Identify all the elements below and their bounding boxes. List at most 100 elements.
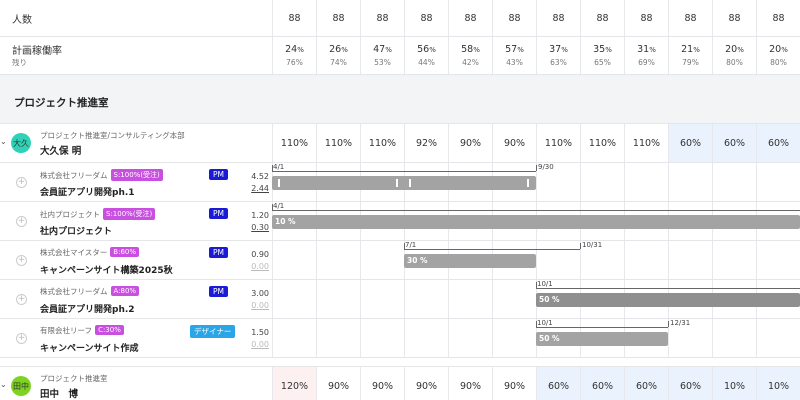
month-cell: 60% bbox=[668, 367, 712, 400]
month-cell bbox=[756, 241, 800, 280]
month-cell: 110% bbox=[316, 124, 360, 162]
month-cell: 88 bbox=[492, 0, 536, 36]
start-date-label: 4/1 bbox=[273, 163, 285, 171]
add-icon[interactable]: + bbox=[16, 216, 27, 227]
add-icon[interactable]: + bbox=[16, 255, 27, 266]
project-row[interactable]: + 株式会社フリーダム S:100%(受注) 会員証アプリ開発ph.1 PM 4.52 2.… bbox=[0, 163, 800, 202]
month-cell bbox=[404, 280, 448, 319]
end-tick bbox=[580, 243, 581, 249]
actual-effort[interactable]: 0.00 bbox=[251, 262, 269, 271]
person-row-tanaka[interactable]: ⌄ 田中 プロジェクト推進室 田中 博 120% 90% 90% 90% 90% 90% 6… bbox=[0, 367, 800, 400]
month-cell: 60% bbox=[624, 367, 668, 400]
gantt-bar[interactable]: 50 % bbox=[536, 293, 800, 307]
probability-badge: C:30% bbox=[95, 325, 124, 335]
month-cell bbox=[316, 319, 360, 358]
actual-effort[interactable]: 0.00 bbox=[251, 301, 269, 310]
project-row[interactable]: + 株式会社マイスター B:60% キャンペーンサイト構築2025秋 PM 0.90 0.0… bbox=[0, 241, 800, 280]
remaining-value: 79% bbox=[682, 57, 699, 67]
bar-label: 50 % bbox=[539, 295, 560, 304]
month-cell: 57% 43% bbox=[492, 36, 536, 74]
month-cell: 10% bbox=[756, 367, 800, 400]
collapse-chevron-icon[interactable]: ⌄ bbox=[0, 380, 7, 389]
gantt-bar[interactable]: 10 % bbox=[272, 215, 800, 229]
plan-rate-row: 計画稼働率 残り 24% 76% 26% 74% 47% 53% 56% 44% 58% 42% 5… bbox=[0, 36, 800, 74]
role-badge: PM bbox=[209, 169, 228, 180]
remaining-value: 44% bbox=[418, 57, 435, 67]
person-dept: プロジェクト推進室/コンサルティング本部 bbox=[40, 131, 185, 140]
plan-rate-label: 計画稼働率 bbox=[12, 46, 62, 57]
plan-rate-value: 57% bbox=[505, 43, 524, 55]
drag-handle-icon[interactable] bbox=[527, 179, 529, 187]
start-tick bbox=[272, 165, 273, 171]
month-cell: 56% 44% bbox=[404, 36, 448, 74]
month-cell bbox=[668, 163, 712, 202]
remaining-value: 63% bbox=[550, 57, 567, 67]
remaining-label: 残り bbox=[12, 58, 27, 67]
drag-handle-icon[interactable] bbox=[396, 179, 398, 187]
project-row[interactable]: + 株式会社フリーダム A:80% 会員証アプリ開発ph.2 PM 3.00 0.00 10/… bbox=[0, 280, 800, 319]
actual-effort[interactable]: 0.30 bbox=[251, 223, 269, 232]
month-cell bbox=[492, 319, 536, 358]
month-cell: 20% 80% bbox=[756, 36, 800, 74]
add-icon[interactable]: + bbox=[16, 177, 27, 188]
drag-handle-icon[interactable] bbox=[278, 179, 280, 187]
actual-effort[interactable]: 2.44 bbox=[251, 184, 269, 193]
month-cell: 88 bbox=[580, 0, 624, 36]
month-cell: 20% 80% bbox=[712, 36, 756, 74]
gantt-bar[interactable] bbox=[272, 176, 536, 190]
month-cell: 90% bbox=[448, 124, 492, 162]
month-cell: 88 bbox=[272, 0, 316, 36]
probability-badge: A:80% bbox=[110, 286, 140, 296]
month-cell: 88 bbox=[404, 0, 448, 36]
month-cell: 88 bbox=[316, 0, 360, 36]
month-cell bbox=[404, 319, 448, 358]
month-cell bbox=[668, 241, 712, 280]
month-cell: 60% bbox=[756, 124, 800, 162]
month-cell: 90% bbox=[316, 367, 360, 400]
month-cell bbox=[536, 163, 580, 202]
month-cell: 35% 65% bbox=[580, 36, 624, 74]
project-row[interactable]: + 有限会社リーフ C:30% キャンペーンサイト作成 デザイナー 1.50 0.00 10/… bbox=[0, 319, 800, 358]
project-name: キャンペーンサイト作成 bbox=[40, 344, 139, 354]
end-tick bbox=[536, 165, 537, 171]
remaining-value: 42% bbox=[462, 57, 479, 67]
end-date-label: 12/31 bbox=[670, 319, 691, 327]
month-cell: 90% bbox=[404, 367, 448, 400]
start-date-label: 10/1 bbox=[537, 280, 553, 288]
gantt-bar[interactable]: 50 % bbox=[536, 332, 668, 346]
planned-effort: 1.20 bbox=[251, 211, 269, 220]
section-header[interactable]: プロジェクト推進室 bbox=[0, 75, 800, 123]
remaining-value: 53% bbox=[374, 57, 391, 67]
drag-handle-icon[interactable] bbox=[409, 179, 411, 187]
project-client: 株式会社フリーダム A:80% bbox=[40, 286, 140, 297]
project-name: 会員証アプリ開発ph.2 bbox=[40, 305, 135, 315]
month-cell: 120% bbox=[272, 367, 316, 400]
month-cell: 90% bbox=[492, 124, 536, 162]
end-date-label: 9/30 bbox=[538, 163, 554, 171]
month-cell: 88 bbox=[668, 0, 712, 36]
add-icon[interactable]: + bbox=[16, 333, 27, 344]
project-row[interactable]: + 社内プロジェクト S:100%(受注) 社内プロジェクト PM 1.20 0.30 4/1… bbox=[0, 202, 800, 241]
plan-rate-value: 35% bbox=[593, 43, 612, 55]
month-cell: 10% bbox=[712, 367, 756, 400]
month-cell bbox=[712, 163, 756, 202]
month-cell: 26% 74% bbox=[316, 36, 360, 74]
collapse-chevron-icon[interactable]: ⌄ bbox=[0, 137, 7, 146]
remaining-value: 80% bbox=[770, 57, 787, 67]
month-cell bbox=[756, 319, 800, 358]
add-icon[interactable]: + bbox=[16, 294, 27, 305]
month-cell bbox=[316, 241, 360, 280]
avatar: 田中 bbox=[11, 376, 31, 396]
person-row-okubo[interactable]: ⌄ 大久 プロジェクト推進室/コンサルティング本部 大久保 明 110% 110%… bbox=[0, 124, 800, 162]
range-line bbox=[404, 249, 580, 250]
gantt-bar[interactable]: 30 % bbox=[404, 254, 536, 268]
month-cell: 88 bbox=[712, 0, 756, 36]
person-dept: プロジェクト推進室 bbox=[40, 374, 108, 383]
project-client: 社内プロジェクト S:100%(受注) bbox=[40, 208, 156, 220]
plan-rate-value: 21% bbox=[681, 43, 700, 55]
month-cell bbox=[668, 319, 712, 358]
month-cell bbox=[712, 241, 756, 280]
actual-effort[interactable]: 0.00 bbox=[251, 340, 269, 349]
month-cell bbox=[448, 319, 492, 358]
month-cell: 88 bbox=[448, 0, 492, 36]
